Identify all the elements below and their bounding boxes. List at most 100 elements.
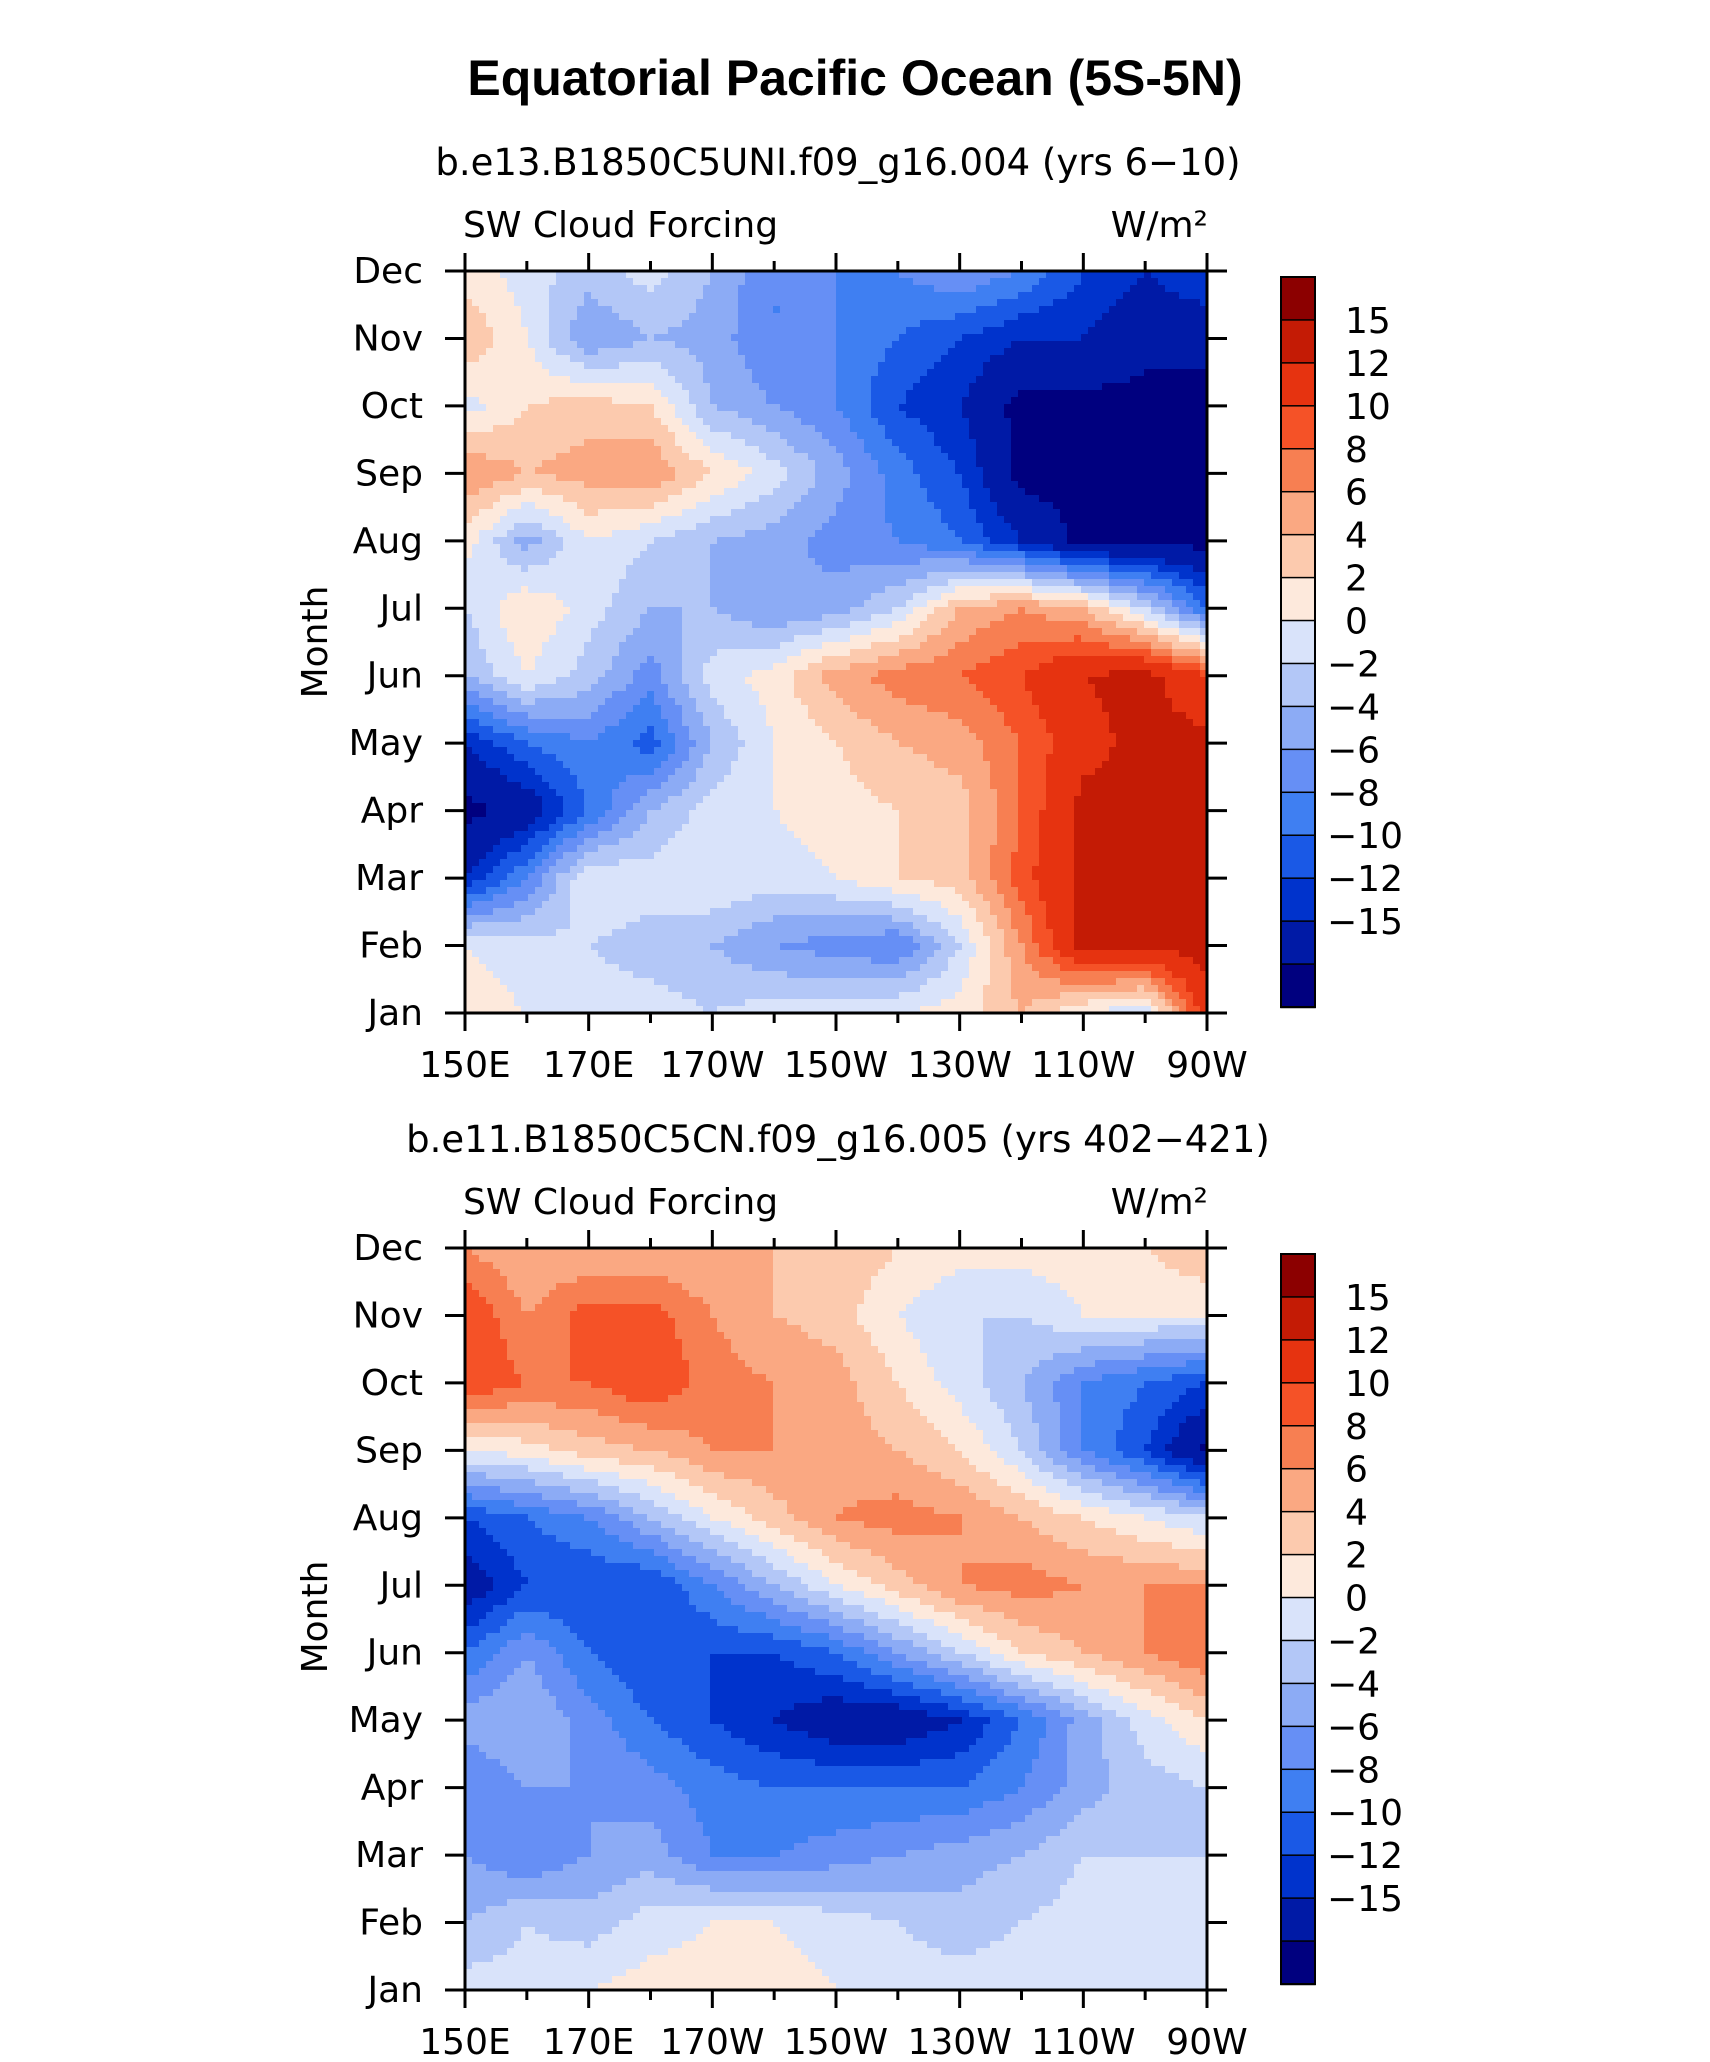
heatmap-cell [1144, 509, 1152, 517]
heatmap-cell [619, 593, 627, 601]
heatmap-cell [1186, 362, 1194, 370]
heatmap-cell [654, 411, 662, 419]
heatmap-cell [1158, 474, 1166, 482]
heatmap-cell [871, 502, 879, 510]
heatmap-cell [738, 397, 746, 405]
heatmap-cell [507, 495, 515, 503]
heatmap-cell [570, 390, 578, 398]
heatmap-cell [997, 530, 1005, 538]
heatmap-cell [1004, 292, 1012, 300]
heatmap-cell [878, 558, 886, 566]
heatmap-cell [570, 348, 578, 356]
heatmap-cell [948, 565, 956, 573]
heatmap-cell [766, 376, 774, 384]
heatmap-cell [878, 509, 886, 517]
heatmap-cell [1095, 558, 1103, 566]
heatmap-cell [661, 292, 669, 300]
heatmap-cell [675, 439, 683, 447]
heatmap-cell [465, 334, 473, 342]
heatmap-cell [605, 383, 613, 391]
heatmap-cell [1046, 320, 1054, 328]
heatmap-cell [605, 292, 613, 300]
heatmap-cell [1109, 432, 1117, 440]
heatmap-cell [843, 572, 851, 580]
heatmap-cell [1165, 565, 1173, 573]
heatmap-cell [668, 467, 676, 475]
heatmap-cell [822, 432, 830, 440]
heatmap-cell [927, 593, 935, 601]
heatmap-cell [1193, 313, 1201, 321]
heatmap-cell [1074, 474, 1082, 482]
heatmap-cell [1088, 271, 1096, 279]
heatmap-cell [1067, 516, 1075, 524]
heatmap-cell [1109, 348, 1117, 356]
heatmap-cell [689, 369, 697, 377]
heatmap-cell [591, 397, 599, 405]
heatmap-cell [920, 495, 928, 503]
heatmap-cell [780, 488, 788, 496]
heatmap-cell [661, 285, 669, 293]
heatmap-cell [514, 341, 522, 349]
heatmap-cell [1179, 313, 1187, 321]
heatmap-cell [563, 488, 571, 496]
heatmap-cell [612, 383, 620, 391]
heatmap-cell [591, 348, 599, 356]
heatmap-cell [983, 558, 991, 566]
heatmap-cell [927, 411, 935, 419]
heatmap-cell [787, 439, 795, 447]
heatmap-cell [598, 320, 606, 328]
heatmap-cell [1060, 404, 1068, 412]
heatmap-cell [885, 460, 893, 468]
heatmap-cell [710, 299, 718, 307]
heatmap-cell [1025, 271, 1033, 279]
heatmap-cell [836, 586, 844, 594]
heatmap-cell [794, 376, 802, 384]
heatmap-cell [997, 334, 1005, 342]
heatmap-cell [1053, 355, 1061, 363]
heatmap-cell [633, 509, 641, 517]
heatmap-cell [850, 551, 858, 559]
heatmap-cell [1200, 306, 1208, 314]
heatmap-cell [962, 355, 970, 363]
heatmap-cell [1018, 432, 1026, 440]
heatmap-cell [612, 313, 620, 321]
heatmap-cell [1116, 495, 1124, 503]
heatmap-cell [626, 439, 634, 447]
heatmap-cell [878, 579, 886, 587]
heatmap-cell [479, 306, 487, 314]
heatmap-cell [1116, 390, 1124, 398]
heatmap-cell [1011, 390, 1019, 398]
heatmap-cell [1165, 544, 1173, 552]
heatmap-cell [787, 432, 795, 440]
heatmap-cell [969, 397, 977, 405]
heatmap-cell [598, 341, 606, 349]
heatmap-cell [1144, 467, 1152, 475]
heatmap-cell [1186, 460, 1194, 468]
heatmap-cell [661, 593, 669, 601]
heatmap-cell [542, 334, 550, 342]
heatmap-cell [507, 537, 515, 545]
heatmap-cell [591, 320, 599, 328]
heatmap-cell [969, 453, 977, 461]
heatmap-cell [990, 334, 998, 342]
heatmap-cell [829, 488, 837, 496]
heatmap-cell [941, 502, 949, 510]
heatmap-cell [1130, 292, 1138, 300]
heatmap-cell [465, 551, 473, 559]
heatmap-cell [577, 362, 585, 370]
heatmap-cell [486, 278, 494, 286]
heatmap-cell [913, 495, 921, 503]
heatmap-cell [927, 488, 935, 496]
heatmap-cell [1151, 411, 1159, 419]
heatmap-cell [1060, 586, 1068, 594]
heatmap-cell [990, 474, 998, 482]
heatmap-cell [1165, 593, 1173, 601]
heatmap-cell [647, 306, 655, 314]
heatmap-cell [570, 537, 578, 545]
heatmap-cell [1032, 586, 1040, 594]
heatmap-cell [507, 313, 515, 321]
heatmap-cell [584, 565, 592, 573]
heatmap-cell [1179, 593, 1187, 601]
heatmap-cell [535, 565, 543, 573]
heatmap-cell [689, 488, 697, 496]
